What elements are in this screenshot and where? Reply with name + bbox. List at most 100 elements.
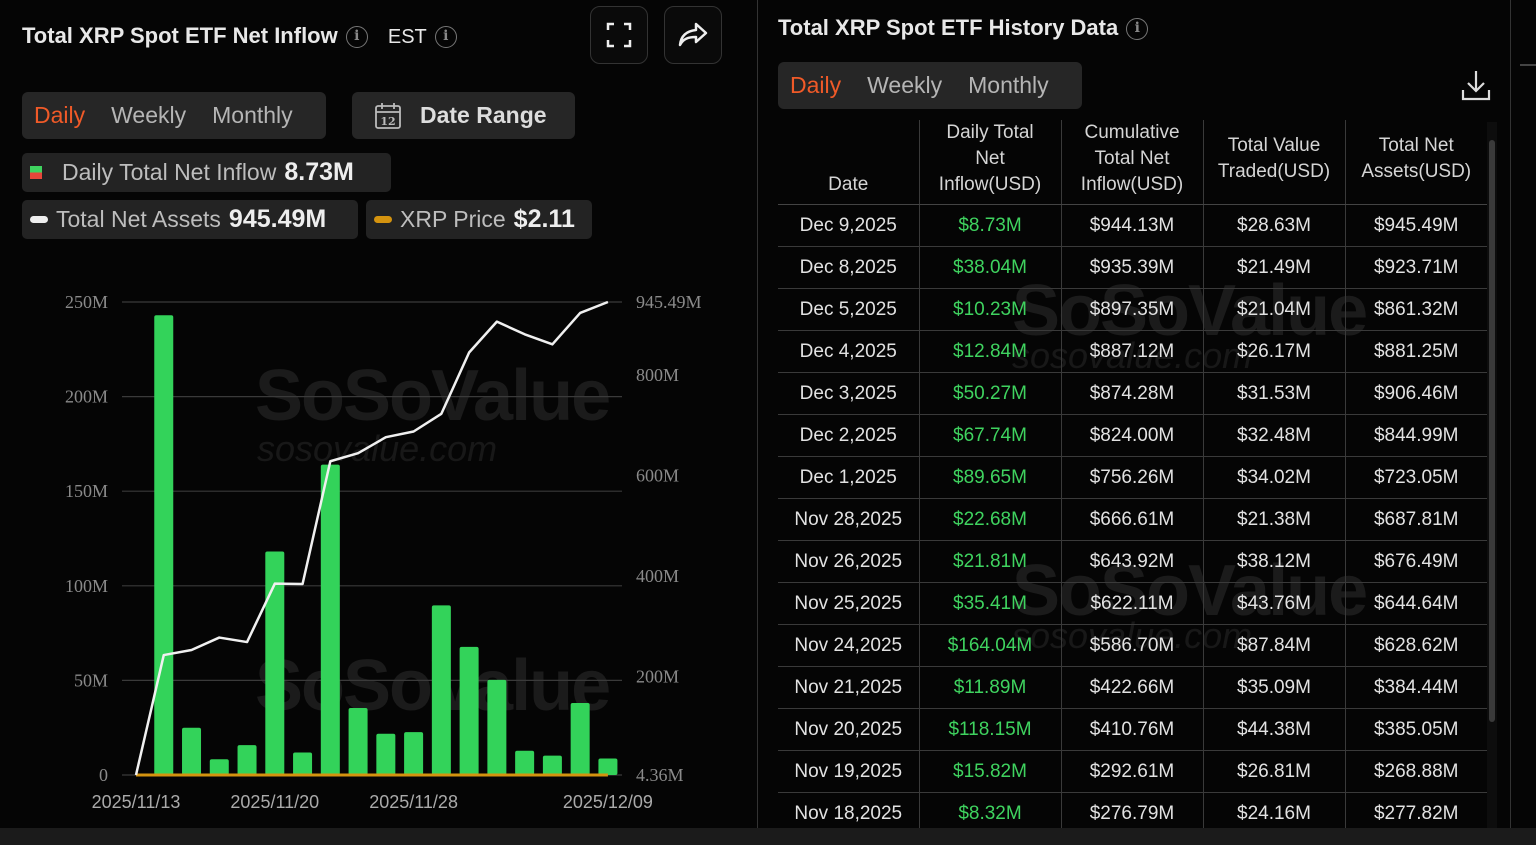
scrollbar-track[interactable] bbox=[1487, 122, 1497, 828]
table-row[interactable]: Dec 3,2025 $50.27M $874.28M $31.53M $906.46M bbox=[778, 372, 1487, 415]
divider-mark bbox=[1520, 64, 1536, 66]
header-line: Cumulative bbox=[1084, 122, 1180, 143]
history-tab-monthly[interactable]: Monthly bbox=[968, 72, 1049, 98]
date-range-button[interactable]: 12 Date Range bbox=[352, 92, 575, 139]
table-cell: $34.02M bbox=[1203, 456, 1346, 499]
inflow-bar[interactable] bbox=[515, 750, 535, 775]
history-tab-daily[interactable]: Daily bbox=[790, 72, 842, 98]
fullscreen-icon bbox=[606, 22, 632, 48]
download-button[interactable] bbox=[1460, 68, 1492, 107]
x-tick: 2025/11/20 bbox=[230, 792, 319, 812]
table-cell: $643.92M bbox=[1061, 540, 1204, 583]
inflow-bar[interactable] bbox=[154, 315, 174, 775]
info-icon[interactable]: i bbox=[345, 26, 368, 49]
scrollbar-thumb[interactable] bbox=[1489, 140, 1495, 722]
inflow-bar[interactable] bbox=[459, 646, 479, 775]
history-tab-weekly[interactable]: Weekly bbox=[867, 72, 943, 98]
table-cell: $292.61M bbox=[1061, 750, 1204, 793]
legend-daily-inflow[interactable]: Daily Total Net Inflow 8.73M bbox=[22, 153, 391, 192]
table-cell: $410.76M bbox=[1061, 708, 1204, 751]
table-row[interactable]: Dec 1,2025 $89.65M $756.26M $34.02M $723.05M bbox=[778, 456, 1487, 499]
table-row[interactable]: Nov 26,2025 $21.81M $643.92M $38.12M $676.49… bbox=[778, 540, 1487, 583]
legend-xrp-price[interactable]: XRP Price $2.11 bbox=[366, 200, 592, 239]
table-row[interactable]: Nov 25,2025 $35.41M $622.11M $43.76M $644.64… bbox=[778, 582, 1487, 625]
table-row[interactable]: Dec 4,2025 $12.84M $887.12M $26.17M $881.25M bbox=[778, 330, 1487, 373]
table-cell: $881.25M bbox=[1345, 330, 1487, 373]
fullscreen-button[interactable] bbox=[590, 6, 648, 64]
table-cell: $35.41M bbox=[919, 582, 1062, 625]
y-left-tick: 0 bbox=[99, 765, 108, 785]
table-cell: $50.27M bbox=[919, 372, 1062, 415]
header-line: Inflow(USD) bbox=[938, 174, 1042, 195]
table-cell: $897.35M bbox=[1061, 288, 1204, 331]
history-period-tabs: Daily Weekly Monthly bbox=[778, 62, 1082, 109]
download-icon bbox=[1461, 71, 1491, 101]
table-row[interactable]: Dec 5,2025 $10.23M $897.35M $21.04M $861.32M bbox=[778, 288, 1487, 331]
table-cell: Dec 8,2025 bbox=[778, 246, 920, 289]
table-cell: Dec 3,2025 bbox=[778, 372, 920, 415]
inflow-bar[interactable] bbox=[237, 745, 257, 775]
col-value-traded[interactable]: Total Value Traded(USD) bbox=[1203, 120, 1346, 205]
history-info-icon[interactable]: i bbox=[1126, 18, 1149, 41]
inflow-bar[interactable] bbox=[598, 758, 618, 775]
y-left-tick: 50M bbox=[74, 670, 108, 690]
inflow-bar[interactable] bbox=[570, 703, 590, 775]
table-cell: $67.74M bbox=[919, 414, 1062, 457]
assets-legend-swatch bbox=[30, 216, 48, 223]
tab-monthly[interactable]: Monthly bbox=[212, 102, 293, 128]
table-row[interactable]: Nov 19,2025 $15.82M $292.61M $26.81M $268.88… bbox=[778, 750, 1487, 793]
inflow-bar[interactable] bbox=[209, 759, 229, 775]
table-cell: $118.15M bbox=[919, 708, 1062, 751]
table-row[interactable]: Dec 8,2025 $38.04M $935.39M $21.49M $923.71M bbox=[778, 246, 1487, 289]
col-net-assets[interactable]: Total Net Assets(USD) bbox=[1345, 120, 1487, 205]
col-cumulative-inflow[interactable]: Cumulative Total Net Inflow(USD) bbox=[1061, 120, 1204, 205]
table-cell: $923.71M bbox=[1345, 246, 1487, 289]
table-row[interactable]: Nov 20,2025 $118.15M $410.76M $44.38M $385.0… bbox=[778, 708, 1487, 751]
table-row[interactable]: Nov 18,2025 $8.32M $276.79M $24.16M $277.82M bbox=[778, 792, 1487, 835]
col-date[interactable]: Date bbox=[778, 120, 920, 205]
table-row[interactable]: Nov 28,2025 $22.68M $666.61M $21.38M $687.81… bbox=[778, 498, 1487, 541]
legend-value: 8.73M bbox=[284, 158, 354, 186]
table-cell: $44.38M bbox=[1203, 708, 1346, 751]
table-cell: $935.39M bbox=[1061, 246, 1204, 289]
table-cell: Nov 28,2025 bbox=[778, 498, 920, 541]
inflow-bar[interactable] bbox=[376, 733, 396, 775]
table-row[interactable]: Nov 24,2025 $164.04M $586.70M $87.84M $628.6… bbox=[778, 624, 1487, 667]
table-row[interactable]: Dec 2,2025 $67.74M $824.00M $32.48M $844.99M bbox=[778, 414, 1487, 457]
table-cell: $268.88M bbox=[1345, 750, 1487, 793]
share-button[interactable] bbox=[664, 6, 722, 64]
inflow-bar[interactable] bbox=[404, 732, 424, 775]
x-tick: 2025/12/09 bbox=[563, 792, 653, 812]
table-cell: Nov 18,2025 bbox=[778, 792, 920, 835]
inflow-bar[interactable] bbox=[293, 752, 313, 775]
table-cell: $21.81M bbox=[919, 540, 1062, 583]
inflow-bar[interactable] bbox=[542, 755, 562, 775]
table-cell: $944.13M bbox=[1061, 204, 1204, 247]
inflow-bar[interactable] bbox=[320, 464, 340, 775]
table-row[interactable]: Nov 21,2025 $11.89M $422.66M $35.09M $384.44… bbox=[778, 666, 1487, 709]
header-line: Net bbox=[975, 148, 1005, 169]
inflow-chart: 0 50M 100M 150M 200M 250M 4.36M 200M 400M 600M 800… bbox=[65, 292, 702, 812]
inflow-bar[interactable] bbox=[487, 679, 507, 775]
table-cell: $384.44M bbox=[1345, 666, 1487, 709]
table-cell: Nov 25,2025 bbox=[778, 582, 920, 625]
timezone-info-icon[interactable]: i bbox=[434, 26, 457, 49]
col-daily-inflow[interactable]: Daily Total Net Inflow(USD) bbox=[919, 120, 1062, 205]
inflow-bar[interactable] bbox=[265, 551, 285, 775]
header-line: Inflow(USD) bbox=[1080, 174, 1184, 195]
header-line: Total Value bbox=[1227, 135, 1321, 156]
tab-weekly[interactable]: Weekly bbox=[111, 102, 187, 128]
history-title: Total XRP Spot ETF History Data i bbox=[778, 15, 1149, 41]
table-cell: Nov 21,2025 bbox=[778, 666, 920, 709]
legend-total-net-assets[interactable]: Total Net Assets 945.49M bbox=[22, 200, 358, 239]
header-line: Daily Total bbox=[946, 122, 1034, 143]
legend-label: Total Net Assets bbox=[56, 206, 221, 232]
bottom-bar bbox=[0, 828, 1536, 845]
inflow-bar[interactable] bbox=[348, 708, 368, 775]
y-left-tick: 150M bbox=[65, 481, 108, 501]
table-row[interactable]: Dec 9,2025 $8.73M $944.13M $28.63M $945.49M bbox=[778, 204, 1487, 247]
inflow-bar[interactable] bbox=[431, 605, 451, 775]
y-right-tick: 200M bbox=[636, 667, 679, 687]
inflow-bar[interactable] bbox=[182, 727, 202, 775]
tab-daily[interactable]: Daily bbox=[34, 102, 86, 128]
